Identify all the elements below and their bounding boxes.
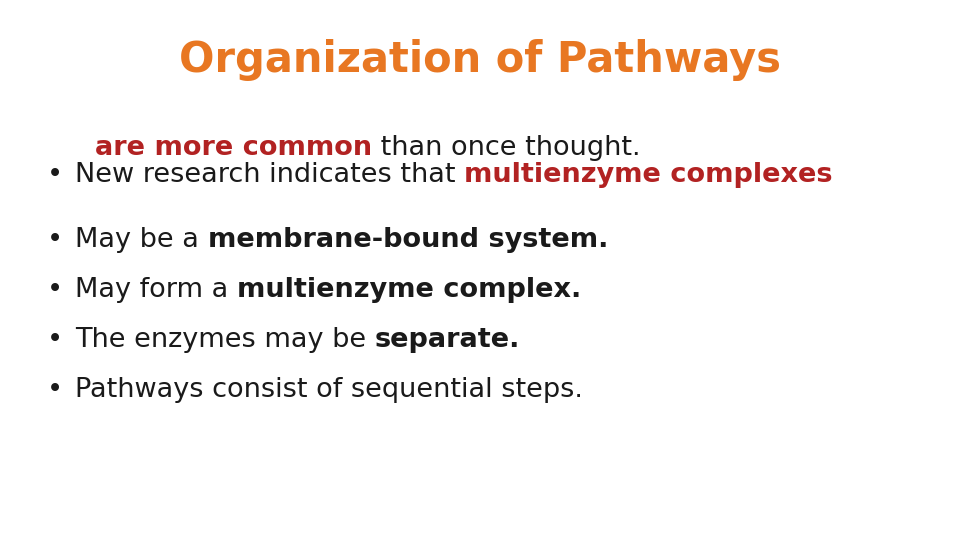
Text: membrane-bound system.: membrane-bound system.	[207, 227, 608, 253]
Text: multienzyme complex.: multienzyme complex.	[237, 277, 581, 303]
Text: •: •	[47, 327, 63, 353]
Text: •: •	[47, 277, 63, 303]
Text: multienzyme complexes: multienzyme complexes	[464, 162, 832, 188]
Text: Organization of Pathways: Organization of Pathways	[179, 39, 781, 81]
Text: •: •	[47, 377, 63, 403]
Text: Pathways consist of sequential steps.: Pathways consist of sequential steps.	[75, 377, 583, 403]
Text: •: •	[47, 162, 63, 188]
Text: New research indicates that: New research indicates that	[75, 162, 464, 188]
Text: separate.: separate.	[374, 327, 520, 353]
Text: •: •	[47, 227, 63, 253]
Text: are more common: are more common	[95, 135, 372, 161]
Text: The enzymes may be: The enzymes may be	[75, 327, 374, 353]
Text: May be a: May be a	[75, 227, 207, 253]
Text: than once thought.: than once thought.	[372, 135, 640, 161]
Text: May form a: May form a	[75, 277, 237, 303]
